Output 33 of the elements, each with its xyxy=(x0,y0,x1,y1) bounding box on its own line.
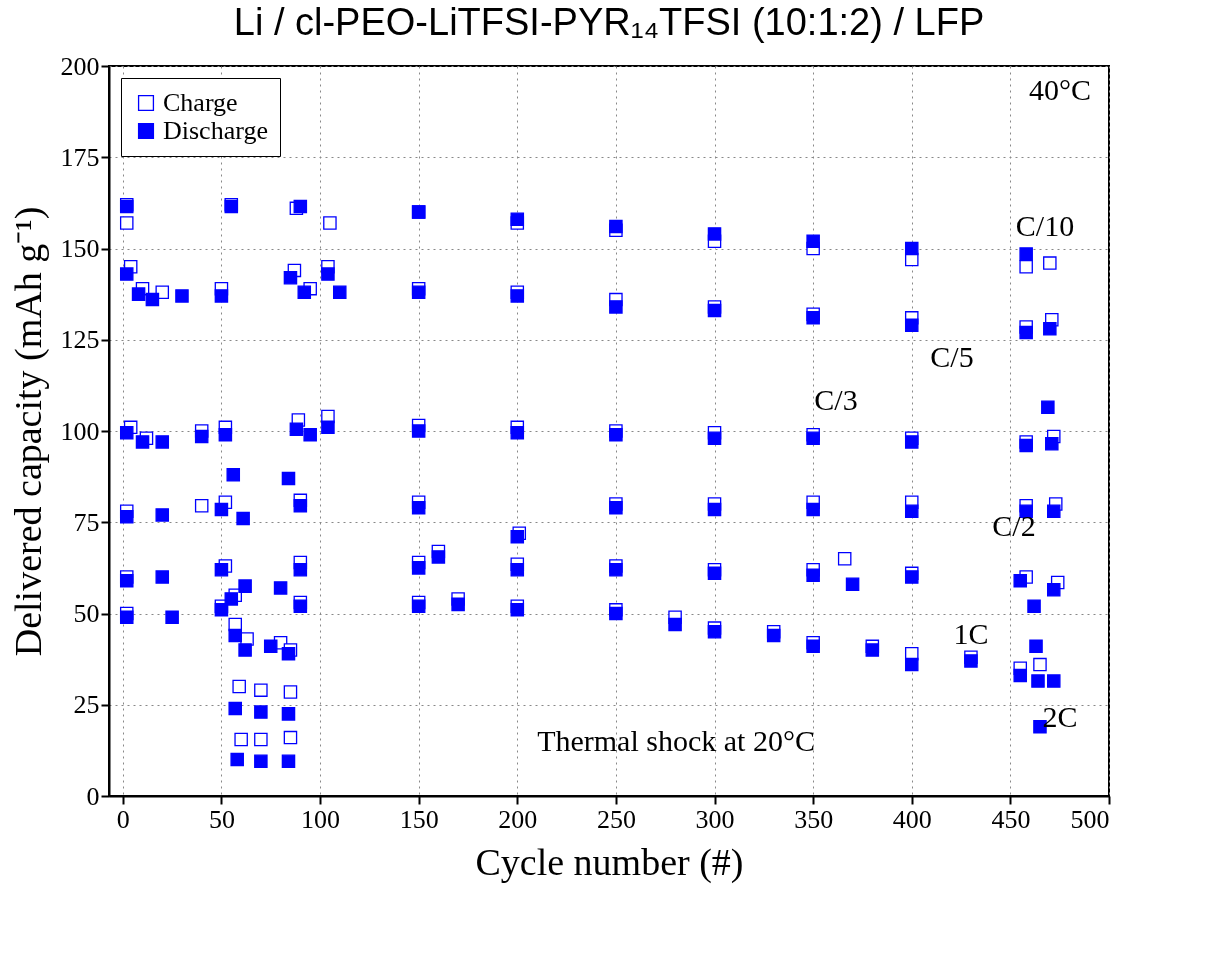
annotation: 40°C xyxy=(1028,72,1092,106)
x-axis-title: Cycle number (#) xyxy=(475,840,744,884)
y-tick-label: 25 xyxy=(73,690,100,720)
annotation: C/5 xyxy=(930,340,974,373)
x-tick-label: 200 xyxy=(498,804,538,834)
x-tick-label: 450 xyxy=(991,804,1031,834)
x-tick-label: 50 xyxy=(208,804,235,834)
y-tick-label: 50 xyxy=(73,599,100,628)
annotation: Thermal shock at 20°C xyxy=(537,723,815,757)
annotation: 2C xyxy=(1042,699,1078,733)
legend-label: Charge xyxy=(163,88,238,117)
x-tick-label: 150 xyxy=(399,804,439,834)
y-tick-label: 125 xyxy=(60,325,100,355)
annotation: C/2 xyxy=(992,508,1036,542)
y-tick-label: 200 xyxy=(60,51,100,81)
y-axis-title: Delivered capacity (mAh g⁻¹) xyxy=(6,206,50,657)
x-tick-label: 300 xyxy=(695,804,735,834)
y-tick-label: 0 xyxy=(86,781,100,811)
x-tick-label: 400 xyxy=(892,804,932,834)
y-tick-label: 75 xyxy=(73,507,100,537)
annotation: 1C xyxy=(953,616,989,650)
x-tick-label: 0 xyxy=(116,804,130,834)
y-tick-label: 100 xyxy=(60,416,100,446)
x-tick-label: 350 xyxy=(794,804,834,834)
chart-title: Li / cl-PEO-LiTFSI-PYR₁₄TFSI (10:1:2) / LFP xyxy=(233,1,985,43)
y-tick-label: 175 xyxy=(60,142,100,172)
x-tick-label: 500 xyxy=(1070,804,1110,834)
annotation: C/10 xyxy=(1015,209,1075,243)
annotation: C/3 xyxy=(814,383,858,417)
y-tick-label: 150 xyxy=(60,234,100,263)
legend-label: Discharge xyxy=(163,116,268,145)
x-tick-label: 250 xyxy=(596,804,636,834)
x-tick-label: 100 xyxy=(301,804,341,834)
